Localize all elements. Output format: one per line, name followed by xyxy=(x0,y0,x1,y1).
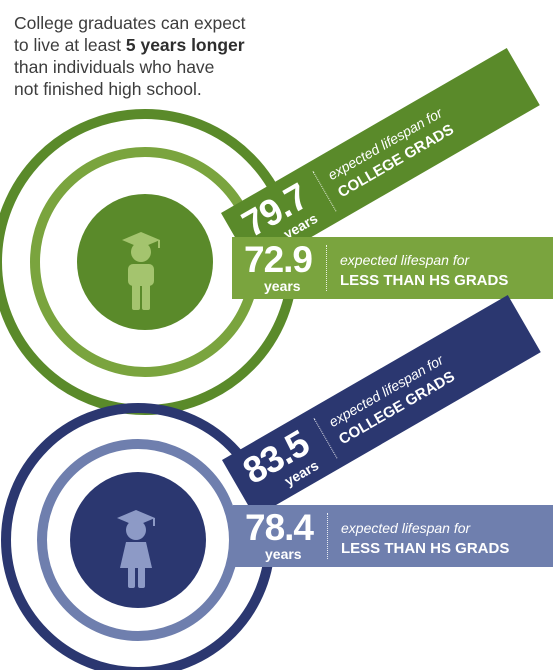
men-less-hs-banner: 72.9 years expected lifespan for LESS TH… xyxy=(232,237,553,299)
graduate-female-icon xyxy=(117,510,155,588)
men-less-hs-value: 72.9 xyxy=(244,239,313,280)
intro-line-1: College graduates can expect xyxy=(14,13,246,33)
women-less-hs-caption: expected lifespan for xyxy=(341,520,471,536)
women-less-hs-group: LESS THAN HS GRADS xyxy=(341,540,510,557)
women-center-disc xyxy=(70,472,206,608)
intro-text: College graduates can expect to live at … xyxy=(14,12,314,100)
men-less-hs-divider xyxy=(326,245,327,291)
intro-line-2: to live at least 5 years longer xyxy=(14,34,314,56)
intro-line-4: not finished high school. xyxy=(14,79,202,99)
intro-highlight: 5 years longer xyxy=(125,35,245,55)
women-less-hs-value: 78.4 xyxy=(245,507,314,548)
intro-line-3: than individuals who have xyxy=(14,57,215,77)
women-less-hs-divider xyxy=(327,513,328,559)
men-less-hs-caption: expected lifespan for xyxy=(340,252,470,268)
men-less-hs-group: LESS THAN HS GRADS xyxy=(340,272,509,289)
women-less-hs-banner: 78.4 years expected lifespan for LESS TH… xyxy=(233,505,553,567)
graduate-male-icon xyxy=(122,232,160,310)
men-center-disc xyxy=(77,194,213,330)
women-less-hs-unit: years xyxy=(265,546,302,562)
intro-line-2-start: to live at least xyxy=(14,35,126,55)
men-less-hs-unit: years xyxy=(264,278,301,294)
